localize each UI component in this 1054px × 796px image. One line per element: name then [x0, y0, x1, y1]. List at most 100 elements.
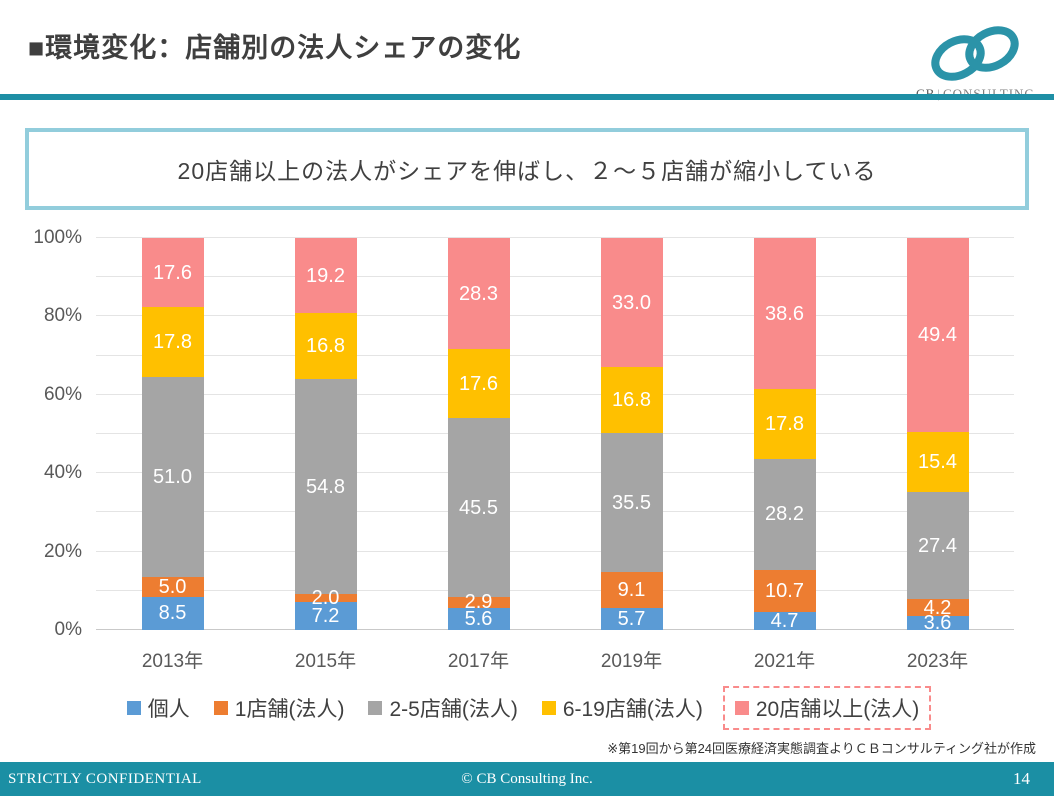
bar-segment: 16.8: [600, 367, 663, 434]
bar-stack: 4.7 10.7 28.2 17.8 38.6: [753, 238, 816, 632]
gridline: [96, 393, 1014, 395]
bar-segment: 27.4: [906, 492, 969, 600]
legend-label: 20店舗以上(法人): [755, 698, 920, 721]
footer-confidential: STRICTLY CONFIDENTIAL: [8, 770, 202, 787]
legend-swatch-icon: [126, 701, 141, 715]
bar-segment: 17.8: [141, 307, 204, 378]
bar-segment: 17.8: [753, 389, 816, 460]
y-axis-label: 100%: [33, 227, 82, 248]
legend-item: 個人: [123, 688, 194, 728]
bar-stack: 3.6 4.2 27.4 15.4 49.4: [906, 238, 969, 634]
legend-label: 個人: [147, 698, 190, 721]
bar-segment: 54.8: [294, 379, 357, 594]
y-axis-label: 40%: [43, 462, 82, 484]
x-axis: 2013年 2015年 2017年 2019年 2021年 2023年: [96, 646, 1014, 673]
gridline: [96, 472, 1014, 474]
gridline: [96, 433, 1014, 434]
bar-stack: 8.5 5.0 51.0 17.8 17.6: [141, 238, 204, 630]
bar-value-label: 33.0: [612, 291, 651, 314]
legend-item: 6-19店舗(法人): [538, 688, 707, 728]
bar-value-label: 4.7: [770, 609, 799, 632]
legend-item: 1店舗(法人): [210, 688, 349, 728]
bar-value-label: 15.4: [918, 450, 957, 473]
page-title: ■環境変化：店舗別の法人シェアの変化: [28, 33, 522, 63]
bar-segment: 49.4: [906, 238, 969, 432]
bar-stack: 7.2 2.0 54.8 16.8 19.2: [294, 238, 357, 630]
bar-segment: 35.5: [600, 433, 663, 573]
bar-segment: 3.6: [906, 611, 969, 634]
chart-plot-area: 0% 20% 40% 60% 80% 100% 8.5 5.0 51.0 17.8 17.6 7.2 2…: [33, 227, 1014, 640]
bar-segment: 17.6: [447, 349, 510, 419]
bar-segment: 33.0: [600, 238, 663, 368]
bar-value-label: 4.2: [923, 596, 952, 619]
bar-stack: 5.7 9.1 35.5 16.8 33.0: [600, 238, 663, 630]
bar-value-label: 16.8: [306, 335, 345, 358]
cb-logo-icon: [931, 26, 1019, 81]
x-axis-label: 2017年: [447, 651, 510, 672]
gridline: [96, 550, 1014, 552]
legend-swatch-icon: [368, 701, 383, 715]
bar-value-label: 9.1: [617, 578, 646, 601]
bar-column: 4.7 10.7 28.2 17.8 38.6: [708, 238, 861, 632]
gridline: [96, 354, 1014, 356]
legend-label: 6-19店舗(法人): [562, 698, 703, 721]
y-axis-label: 0%: [54, 619, 82, 640]
legend-swatch-icon: [213, 701, 228, 715]
bar-segment: 4.2: [906, 596, 969, 619]
legend-item: 2-5店舗(法人): [364, 688, 521, 728]
stacked-bar-chart: 0% 20% 40% 60% 80% 100% 8.5 5.0 51.0 17.8 17.6 7.2 2…: [28, 222, 1014, 692]
key-message-text: 20店舗以上の法人がシェアを伸ばし、２～５店舗が縮小している: [177, 158, 877, 184]
x-axis-label: 2023年: [906, 651, 969, 672]
bar-segment: 2.0: [294, 588, 357, 608]
bar-value-label: 28.2: [765, 503, 804, 526]
bar-segment: 16.8: [294, 313, 357, 380]
bar-segment: 38.6: [753, 238, 816, 390]
x-axis-label: 2019年: [600, 651, 663, 672]
bar-segment: 51.0: [141, 377, 204, 578]
bar-segment: 9.1: [600, 572, 663, 608]
gridline: [96, 629, 1014, 630]
bar-value-label: 16.8: [612, 389, 651, 412]
bar-column: 8.5 5.0 51.0 17.8 17.6: [96, 238, 249, 630]
chart-legend: 個人 1店舗(法人) 2-5店舗(法人) 6-19店舗(法人) 20店舗以上(法人): [0, 686, 1054, 730]
bar-column: 3.6 4.2 27.4 15.4 49.4: [861, 238, 1014, 634]
bar-value-label: 17.6: [459, 372, 498, 395]
bar-segment: 5.6: [447, 608, 510, 630]
bar-value-label: 8.5: [158, 602, 187, 625]
bar-value-label: 54.8: [306, 475, 345, 498]
bar-segment: 10.7: [753, 569, 816, 612]
x-axis-label: 2021年: [753, 651, 816, 672]
bar-value-label: 17.8: [765, 413, 804, 436]
header-divider: [0, 94, 1054, 100]
x-axis-label: 2013年: [141, 651, 204, 672]
cb-logo: CB|CONSULTING: [916, 22, 1034, 102]
footer-page-number: 14: [1013, 769, 1030, 788]
bar-value-label: 3.6: [923, 611, 952, 634]
bar-value-label: 51.0: [153, 466, 192, 489]
bar-value-label: 2.9: [464, 591, 493, 614]
bar-value-label: 17.8: [153, 331, 192, 354]
bar-value-label: 28.3: [459, 282, 498, 305]
footer-bar: STRICTLY CONFIDENTIAL © CB Consulting In…: [0, 762, 1054, 796]
footer-copyright: © CB Consulting Inc.: [461, 770, 593, 787]
bar-value-label: 19.2: [306, 264, 345, 287]
legend-label: 2-5店舗(法人): [389, 698, 518, 721]
bar-segment: 4.7: [753, 609, 816, 632]
bar-value-label: 35.5: [612, 491, 651, 514]
bar-value-label: 7.2: [311, 604, 340, 627]
bar-value-label: 17.6: [153, 261, 192, 284]
bar-value-label: 27.4: [918, 534, 957, 557]
legend-item-highlighted: 20店舗以上(法人): [722, 686, 932, 730]
legend-swatch-icon: [734, 701, 749, 715]
gridline: [96, 511, 1014, 513]
bar-segment: 5.7: [600, 607, 663, 630]
bar-column: 5.6 2.9 45.5 17.6 28.3: [402, 238, 555, 630]
bar-value-label: 45.5: [459, 496, 498, 519]
y-axis-label: 60%: [43, 383, 82, 405]
bar-segment: 19.2: [294, 238, 357, 314]
y-axis-label: 80%: [43, 305, 82, 327]
bar-value-label: 10.7: [765, 579, 804, 602]
bar-segment: 17.6: [141, 238, 204, 308]
bar-columns: 8.5 5.0 51.0 17.8 17.6 7.2 2.0 54.8 16.8 19.2 5.6 2…: [96, 238, 1014, 634]
